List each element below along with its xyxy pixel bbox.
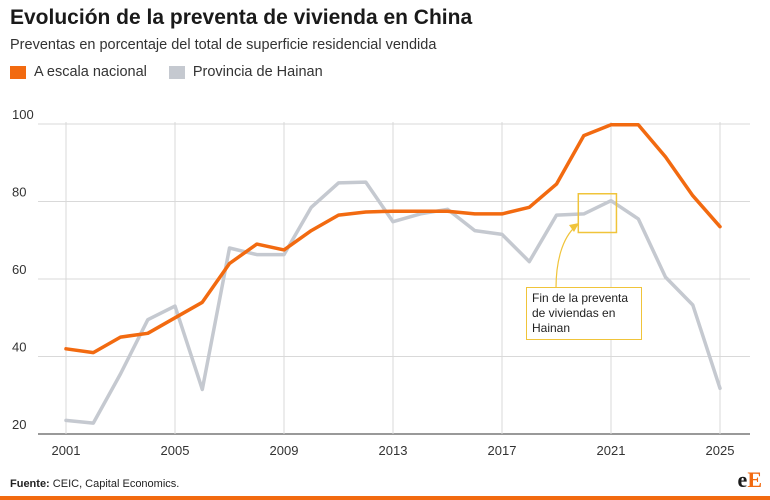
y-tick-label-20: 20: [12, 417, 26, 432]
x-tick-label-2017: 2017: [488, 443, 517, 458]
x-tick-label-2009: 2009: [270, 443, 299, 458]
y-tick-label-60: 60: [12, 262, 26, 277]
legend-label-hainan: Provincia de Hainan: [192, 64, 323, 80]
source-label: Fuente:: [10, 478, 50, 490]
y-tick-label-100: 100: [12, 107, 34, 122]
x-tick-label-2005: 2005: [161, 443, 190, 458]
x-tick-label-2013: 2013: [379, 443, 408, 458]
grid: 20 40 60 80 100 2001 2005 2009 2013 2017 2021 2025: [12, 107, 750, 458]
x-tick-label-2001: 2001: [52, 443, 81, 458]
line-chart: 20 40 60 80 100 2001 2005 2009 2013 2017 2021 2025: [12, 107, 750, 458]
legend-swatch-national: [10, 65, 26, 79]
logo-main: e: [737, 467, 748, 492]
annotation-label: Fin de la preventa de viviendas en Haina…: [526, 287, 642, 340]
legend-label-national: A escala nacional: [34, 64, 147, 80]
annotation-arrow: [555, 225, 577, 289]
annotation-arrowhead: [569, 223, 579, 232]
x-tick-label-2025: 2025: [706, 443, 735, 458]
legend: A escala nacional Provincia de Hainan: [10, 64, 345, 80]
annotation-marks: [555, 193, 618, 289]
series-line-hainan: [64, 180, 722, 425]
legend-item-national: A escala nacional: [10, 64, 147, 80]
logo-accent: E: [747, 467, 762, 492]
legend-swatch-hainan: [168, 65, 185, 79]
source-note: Fuente: CEIC, Capital Economics.: [10, 478, 179, 490]
annotation-box: [577, 193, 618, 234]
series-lines: [64, 123, 722, 425]
chart-title: Evolución de la preventa de vivienda en …: [10, 6, 473, 29]
bottom-accent-bar: [0, 496, 770, 500]
legend-item-hainan: Provincia de Hainan: [168, 64, 323, 80]
x-tick-label-2021: 2021: [597, 443, 626, 458]
series-line-national: [64, 123, 722, 355]
y-tick-label-80: 80: [12, 185, 26, 200]
publisher-logo: eE: [738, 467, 762, 493]
y-tick-label-40: 40: [12, 340, 26, 355]
source-text: CEIC, Capital Economics.: [49, 478, 180, 490]
chart-subtitle: Preventas en porcentaje del total de sup…: [10, 37, 437, 53]
